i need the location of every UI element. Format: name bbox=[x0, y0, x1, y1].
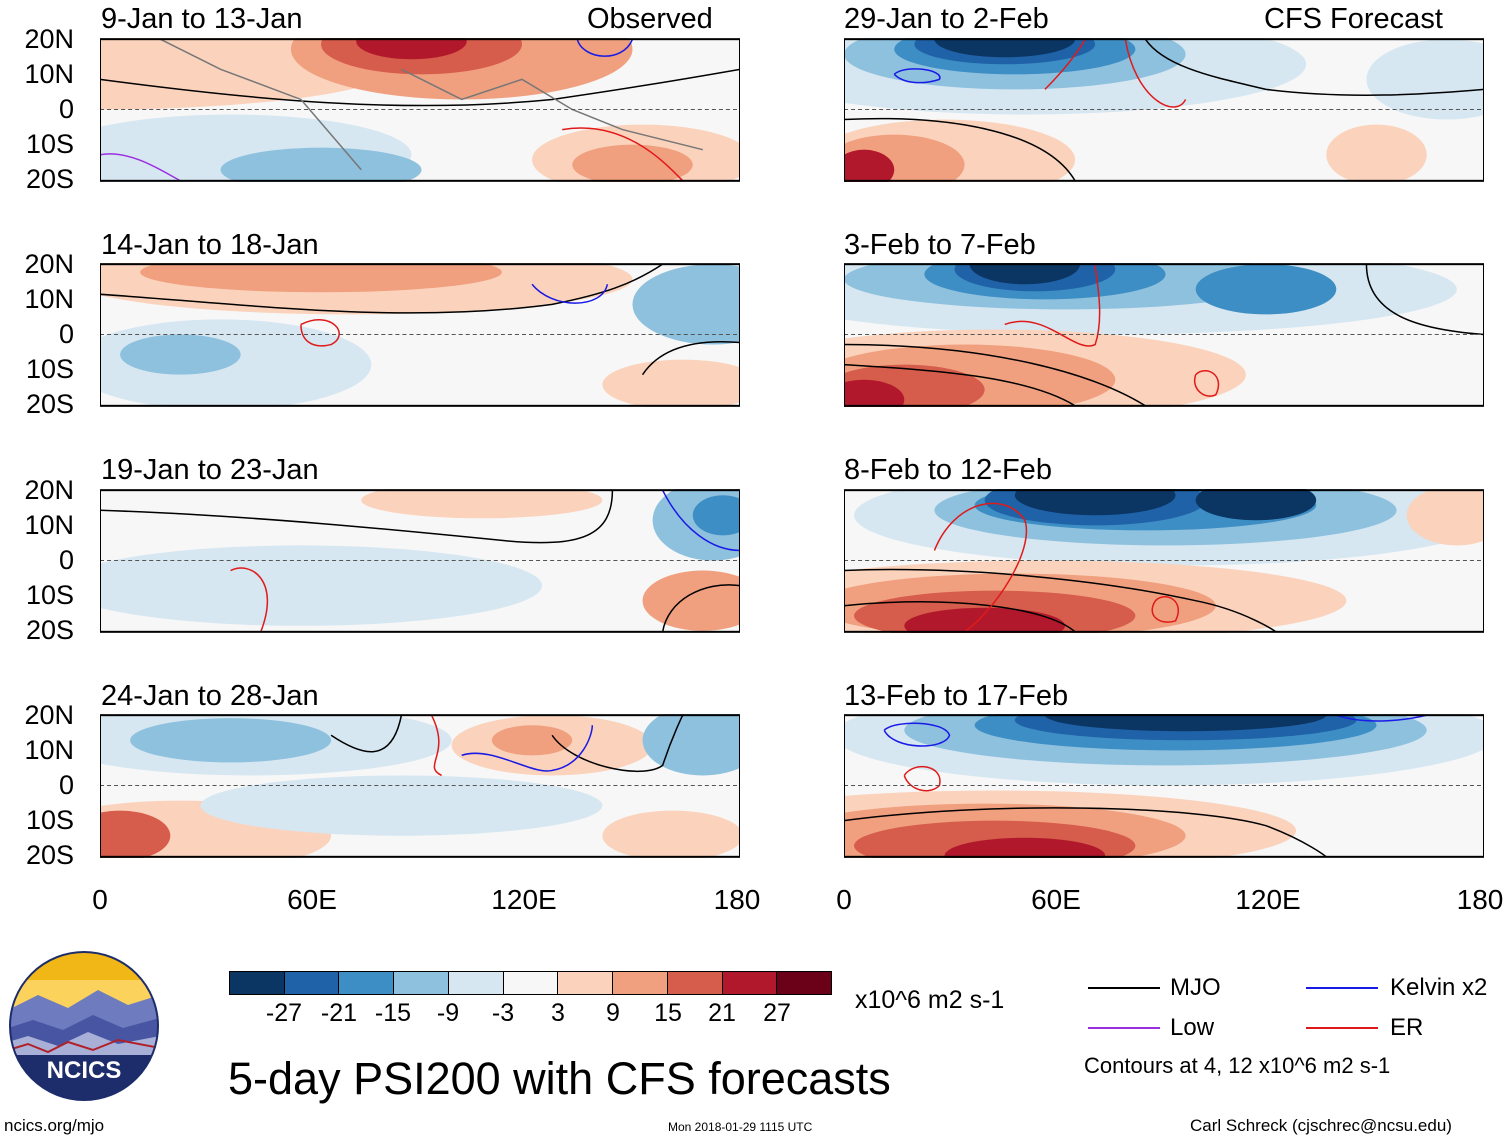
colorbar-units: x10^6 m2 s-1 bbox=[855, 986, 1005, 1014]
legend-label-low: Low bbox=[1170, 1014, 1215, 1041]
lat-label: 10S bbox=[25, 129, 74, 159]
panel-title-4: 24-Jan to 28-Jan bbox=[101, 680, 319, 712]
legend-line-mjo bbox=[1088, 987, 1160, 989]
footer-timestamp: Mon 2018-01-29 1115 UTC bbox=[668, 1120, 813, 1134]
lon-label: 0 bbox=[836, 884, 852, 915]
footer-credit: Carl Schreck (cjschrec@ncsu.edu) bbox=[1190, 1116, 1452, 1135]
lat-label: 20N bbox=[24, 249, 74, 279]
colorbar-label: 3 bbox=[551, 999, 565, 1027]
lat-label: 20S bbox=[25, 615, 74, 645]
map-panel-2 bbox=[100, 263, 740, 407]
panel-title-7: 8-Feb to 12-Feb bbox=[844, 454, 1052, 486]
colorbar-swatch bbox=[338, 972, 394, 994]
logo-text: NCICS bbox=[47, 1057, 122, 1084]
colorbar-swatch bbox=[776, 972, 832, 994]
lat-label: 10S bbox=[25, 580, 74, 610]
colorbar-swatch bbox=[502, 972, 558, 994]
colorbar-swatch bbox=[721, 972, 777, 994]
colorbar-label: 9 bbox=[606, 999, 620, 1027]
lat-label: 10S bbox=[25, 354, 74, 384]
panel-title-8: 13-Feb to 17-Feb bbox=[844, 680, 1069, 712]
lat-label: 0 bbox=[58, 94, 74, 124]
colorbar-label: 21 bbox=[708, 999, 736, 1027]
lon-label: 60E bbox=[287, 884, 337, 915]
legend-label-kelvin: Kelvin x2 bbox=[1390, 974, 1488, 1001]
panel-title-1: 9-Jan to 13-Jan bbox=[101, 3, 303, 35]
colorbar-label: -21 bbox=[320, 999, 358, 1027]
colorbar bbox=[229, 971, 832, 995]
lat-label: 10N bbox=[24, 510, 74, 540]
lat-label: 20N bbox=[24, 700, 74, 730]
observed-label: Observed bbox=[587, 3, 713, 35]
colorbar-label: -27 bbox=[265, 999, 303, 1027]
lat-label: 20N bbox=[24, 475, 74, 505]
lat-label: 0 bbox=[58, 545, 74, 575]
colorbar-swatch bbox=[557, 972, 613, 994]
map-panel-3 bbox=[100, 489, 740, 633]
colorbar-label: 15 bbox=[654, 999, 682, 1027]
lat-label: 10S bbox=[25, 805, 74, 835]
lat-label: 10N bbox=[24, 59, 74, 89]
colorbar-swatch bbox=[230, 972, 284, 994]
colorbar-label: -9 bbox=[436, 999, 460, 1027]
map-panel-5 bbox=[844, 38, 1484, 182]
panel-title-2: 14-Jan to 18-Jan bbox=[101, 229, 319, 261]
lat-label: 10N bbox=[24, 735, 74, 765]
legend-line-er bbox=[1306, 1027, 1378, 1029]
lat-label: 0 bbox=[58, 770, 74, 800]
legend-line-low bbox=[1088, 1027, 1160, 1029]
map-panel-4 bbox=[100, 714, 740, 858]
map-panel-6 bbox=[844, 263, 1484, 407]
colorbar-label: -15 bbox=[374, 999, 412, 1027]
lat-label: 20S bbox=[25, 840, 74, 870]
main-title: 5-day PSI200 with CFS forecasts bbox=[228, 1053, 891, 1104]
panel-title-6: 3-Feb to 7-Feb bbox=[844, 229, 1036, 261]
ncics-logo: NCICS bbox=[9, 951, 159, 1101]
colorbar-label: -3 bbox=[491, 999, 515, 1027]
lon-label: 180 bbox=[713, 884, 761, 915]
map-panel-7 bbox=[844, 489, 1484, 633]
colorbar-swatch bbox=[612, 972, 667, 994]
lat-label: 10N bbox=[24, 284, 74, 314]
lon-label: 60E bbox=[1031, 884, 1081, 915]
legend-line-kelvin bbox=[1306, 987, 1378, 989]
map-panel-1 bbox=[100, 38, 740, 182]
lat-label: 20S bbox=[25, 164, 74, 194]
colorbar-swatch bbox=[447, 972, 503, 994]
map-panel-8 bbox=[844, 714, 1484, 858]
forecast-label: CFS Forecast bbox=[1264, 3, 1443, 35]
colorbar-swatch bbox=[666, 972, 722, 994]
colorbar-swatch bbox=[393, 972, 448, 994]
colorbar-label: 27 bbox=[763, 999, 791, 1027]
colorbar-swatch bbox=[283, 972, 339, 994]
contours-note: Contours at 4, 12 x10^6 m2 s-1 bbox=[1084, 1053, 1391, 1078]
lat-label: 20S bbox=[25, 389, 74, 419]
lon-label: 180 bbox=[1456, 884, 1504, 915]
panel-title-5: 29-Jan to 2-Feb bbox=[844, 3, 1049, 35]
panel-title-3: 19-Jan to 23-Jan bbox=[101, 454, 319, 486]
lat-label: 0 bbox=[58, 319, 74, 349]
lon-label: 0 bbox=[92, 884, 108, 915]
footer-url: ncics.org/mjo bbox=[4, 1116, 105, 1135]
lon-label: 120E bbox=[491, 884, 557, 915]
legend-label-mjo: MJO bbox=[1170, 974, 1221, 1001]
legend-label-er: ER bbox=[1390, 1014, 1424, 1041]
lat-label: 20N bbox=[24, 24, 74, 54]
lon-label: 120E bbox=[1235, 884, 1301, 915]
